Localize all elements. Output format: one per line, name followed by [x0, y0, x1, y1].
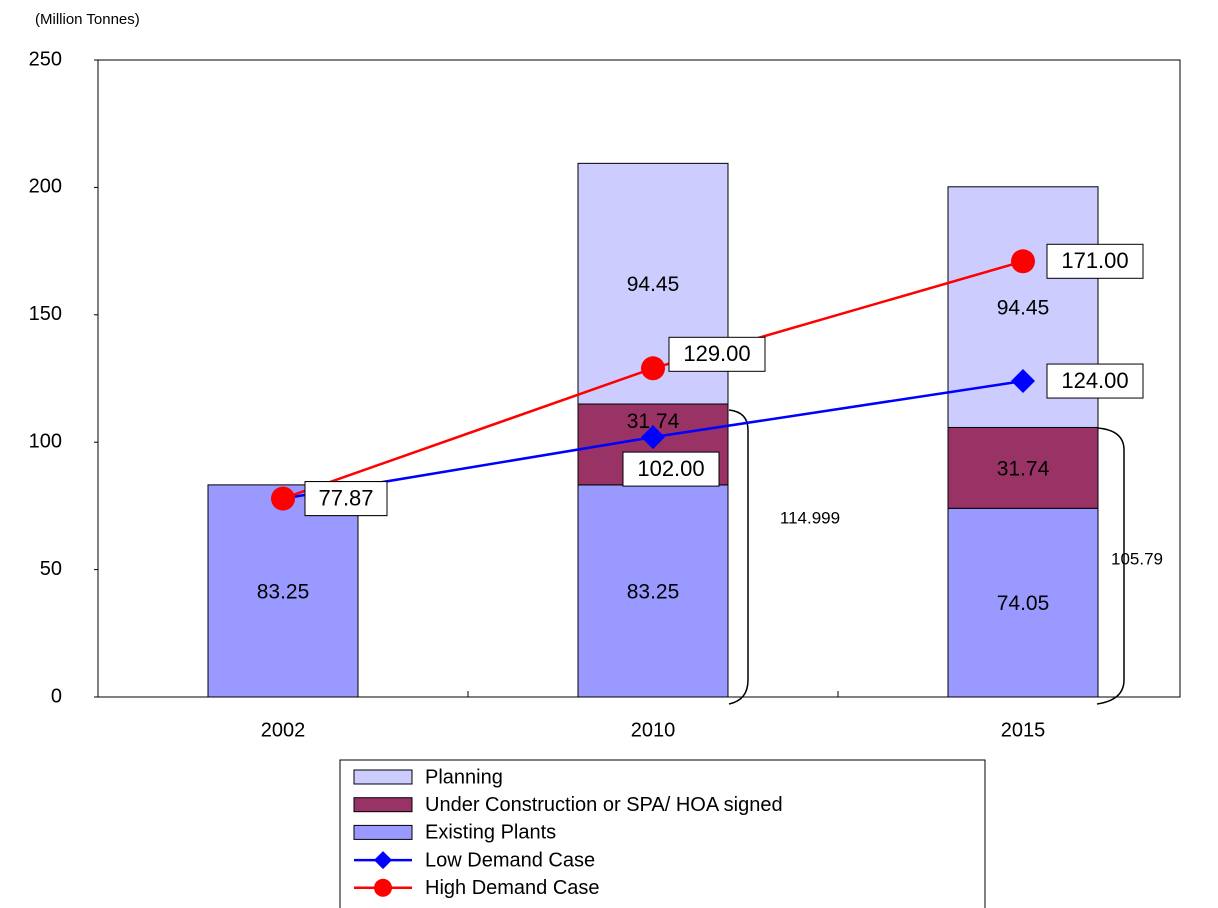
marker — [641, 425, 665, 450]
x-tick-label: 2002 — [261, 719, 306, 741]
bar-segment — [947, 426, 1099, 509]
bar-value-label: 31.74 — [627, 410, 680, 433]
legend-marker — [374, 851, 392, 870]
legend — [339, 759, 986, 908]
value-label-box — [668, 336, 766, 372]
legend-label: Low Demand Case — [425, 849, 595, 871]
marker — [1011, 249, 1035, 274]
y-tick-label: 50 — [40, 558, 62, 580]
bar-value-label: 74.05 — [997, 592, 1050, 615]
legend-marker — [374, 878, 392, 897]
value-label: 102.00 — [637, 456, 704, 481]
x-tick-label: 2010 — [631, 719, 676, 741]
marker — [1011, 369, 1035, 394]
bar-value-label: 94.45 — [997, 297, 1050, 320]
value-label-box — [304, 481, 388, 517]
value-label: 124.00 — [1061, 368, 1128, 393]
legend-swatch — [353, 769, 413, 785]
bar-segment — [207, 484, 359, 698]
legend-label: Under Construction or SPA/ HOA signed — [425, 794, 783, 816]
legend-label: Planning — [425, 766, 503, 788]
annotation: 114.999 — [780, 508, 840, 527]
y-axis-label: (Million Tonnes) — [35, 11, 140, 28]
bar-value-label: 83.25 — [257, 580, 310, 603]
bar-value-label: 94.45 — [627, 273, 680, 296]
bar-value-label: 83.25 — [627, 580, 680, 603]
bar-value-label: 31.74 — [997, 457, 1050, 480]
value-label-box — [1046, 243, 1144, 279]
marker — [641, 356, 665, 381]
legend-swatch — [353, 824, 413, 840]
legend-label: Existing Plants — [425, 822, 556, 844]
brace — [1096, 427, 1125, 705]
value-label-box — [1046, 363, 1144, 399]
value-label: 129.00 — [683, 341, 750, 366]
y-tick-label: 0 — [51, 685, 62, 707]
y-tick-label: 200 — [29, 176, 62, 198]
value-label: 77.87 — [318, 485, 373, 510]
y-tick-label: 250 — [29, 48, 62, 70]
marker — [271, 486, 295, 511]
legend-label: High Demand Case — [425, 877, 600, 899]
annotation: 105.79 — [1111, 549, 1163, 568]
bar-segment — [577, 484, 729, 698]
brace — [728, 409, 749, 705]
value-label-box — [622, 451, 720, 487]
y-tick-label: 100 — [29, 430, 62, 452]
legend-swatch — [353, 797, 413, 813]
bar-segment — [947, 507, 1099, 698]
x-tick-label: 2015 — [1001, 719, 1046, 741]
y-tick-label: 150 — [29, 303, 62, 325]
value-label: 171.00 — [1061, 248, 1128, 273]
